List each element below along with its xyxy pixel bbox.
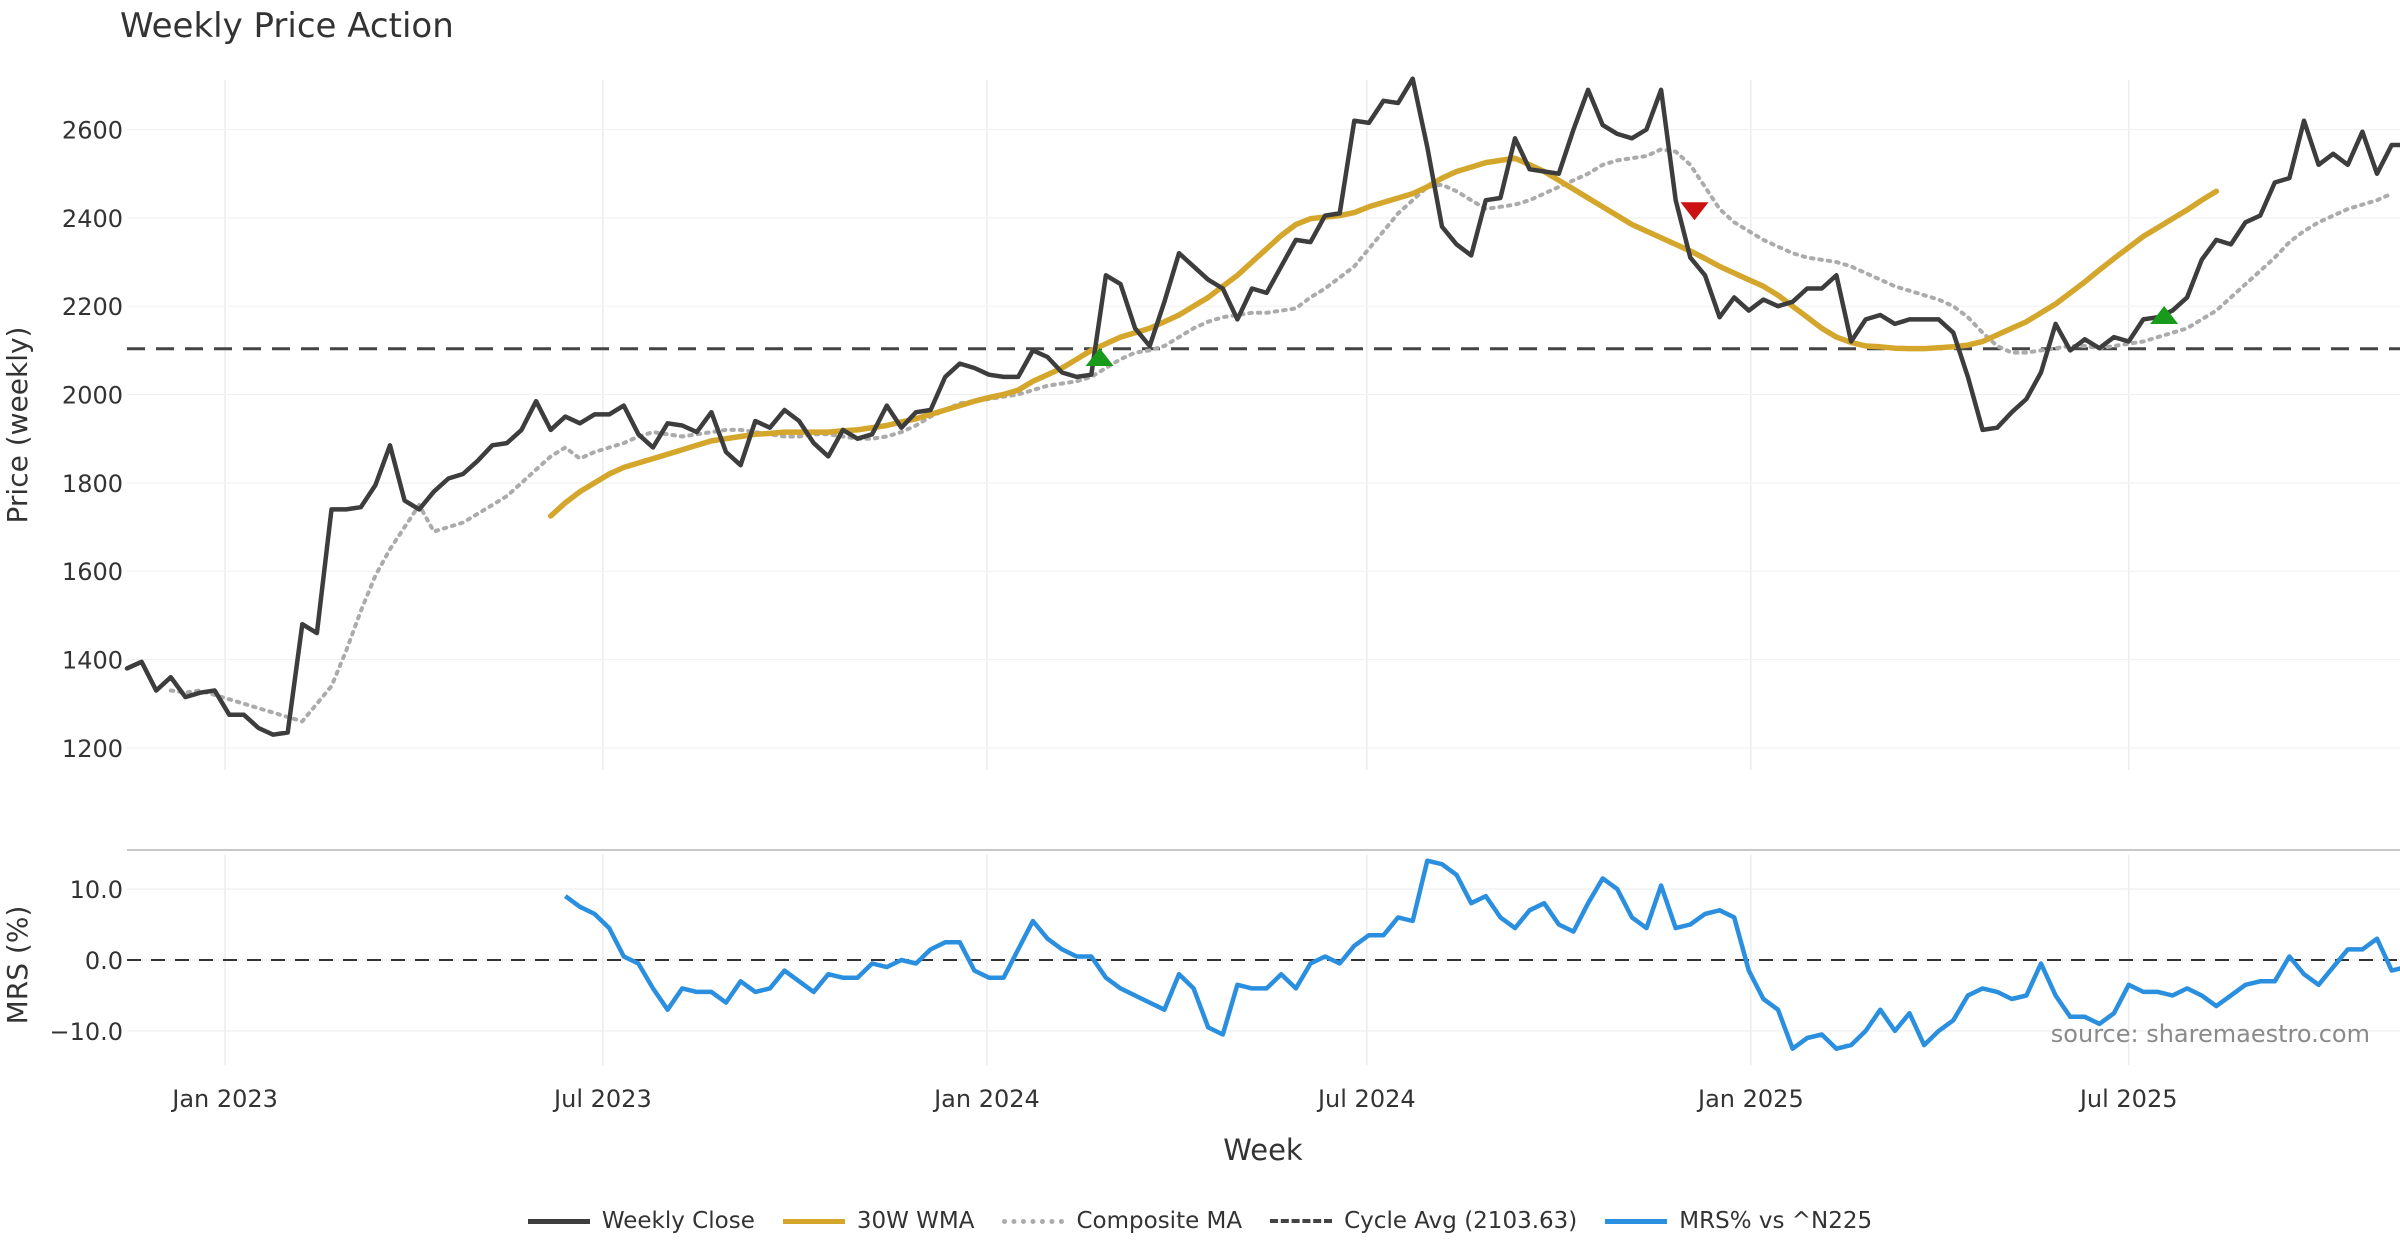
price-y-tick-label: 1400 xyxy=(62,647,123,675)
legend-label: Weekly Close xyxy=(601,1208,755,1234)
x-tick-label: Jul 2024 xyxy=(1316,1085,1416,1113)
legend-swatch xyxy=(1002,1218,1065,1224)
price-series xyxy=(124,76,2400,737)
legend-label: Composite MA xyxy=(1076,1208,1243,1234)
legend-swatch xyxy=(527,1218,590,1224)
source-annotation: source: sharemaestro.com xyxy=(2050,1020,2370,1048)
legend-label: 30W WMA xyxy=(856,1208,975,1234)
signal-markers xyxy=(1085,202,2179,366)
composite-ma-line xyxy=(168,147,2394,724)
30w-wma-line xyxy=(547,155,2220,519)
x-axis-label: Week xyxy=(1223,1133,1303,1167)
legend-label: MRS% vs ^N225 xyxy=(1679,1208,1873,1234)
price-y-tick-label: 2000 xyxy=(62,382,123,410)
x-tick-label: Jul 2023 xyxy=(552,1085,652,1113)
x-ticks: Jan 2023 Jul 2023 Jan 2024 Jul 2024 Jan 2025… xyxy=(170,1085,2177,1113)
mrs-y-axis-label: MRS (%) xyxy=(1,906,34,1025)
mrs-series xyxy=(127,858,2400,1051)
mrs-y-tick-label: 0.0 xyxy=(85,947,123,975)
x-tick-label: Jan 2024 xyxy=(932,1085,1040,1113)
x-tick-label: Jan 2023 xyxy=(170,1085,278,1113)
price-y-ticks: 1200 1400 1600 1800 2000 2200 2400 2600 xyxy=(62,117,123,763)
legend-swatch xyxy=(782,1218,845,1224)
mrs-y-ticks: 10.0 0.0 −10.0 xyxy=(49,876,123,1046)
legend-label: Cycle Avg (2103.63) xyxy=(1344,1208,1578,1234)
mrs-y-tick-label: 10.0 xyxy=(70,876,123,904)
legend-item-mrs: MRS% vs ^N225 xyxy=(1605,1208,1872,1234)
price-grid xyxy=(127,80,2400,770)
price-y-tick-label: 1200 xyxy=(62,735,123,763)
buy-signal-marker xyxy=(2150,306,2179,325)
price-y-tick-label: 2400 xyxy=(62,205,123,233)
buy-signal-marker xyxy=(1085,347,1114,366)
mrs-line xyxy=(563,858,2400,1051)
price-y-tick-label: 1600 xyxy=(62,558,123,586)
x-tick-label: Jul 2025 xyxy=(2078,1085,2178,1113)
sell-signal-marker xyxy=(1680,202,1709,221)
price-y-tick-label: 1800 xyxy=(62,470,123,498)
legend-swatch xyxy=(1270,1219,1333,1223)
price-y-tick-label: 2600 xyxy=(62,117,123,145)
chart-title: Weekly Price Action xyxy=(120,6,454,46)
weekly-close-line xyxy=(124,76,2400,737)
x-tick-label: Jan 2025 xyxy=(1696,1085,1804,1113)
price-y-tick-label: 2200 xyxy=(62,293,123,321)
mrs-y-tick-label: −10.0 xyxy=(49,1018,123,1046)
legend: Weekly Close 30W WMA Composite MA Cycle … xyxy=(0,1208,2400,1234)
legend-item-composite-ma: Composite MA xyxy=(1002,1208,1242,1234)
legend-swatch xyxy=(1605,1218,1668,1224)
legend-item-30w-wma: 30W WMA xyxy=(782,1208,975,1234)
legend-item-cycle-avg: Cycle Avg (2103.63) xyxy=(1270,1208,1577,1234)
legend-item-weekly-close: Weekly Close xyxy=(527,1208,755,1234)
price-y-axis-label: Price (weekly) xyxy=(1,327,34,524)
